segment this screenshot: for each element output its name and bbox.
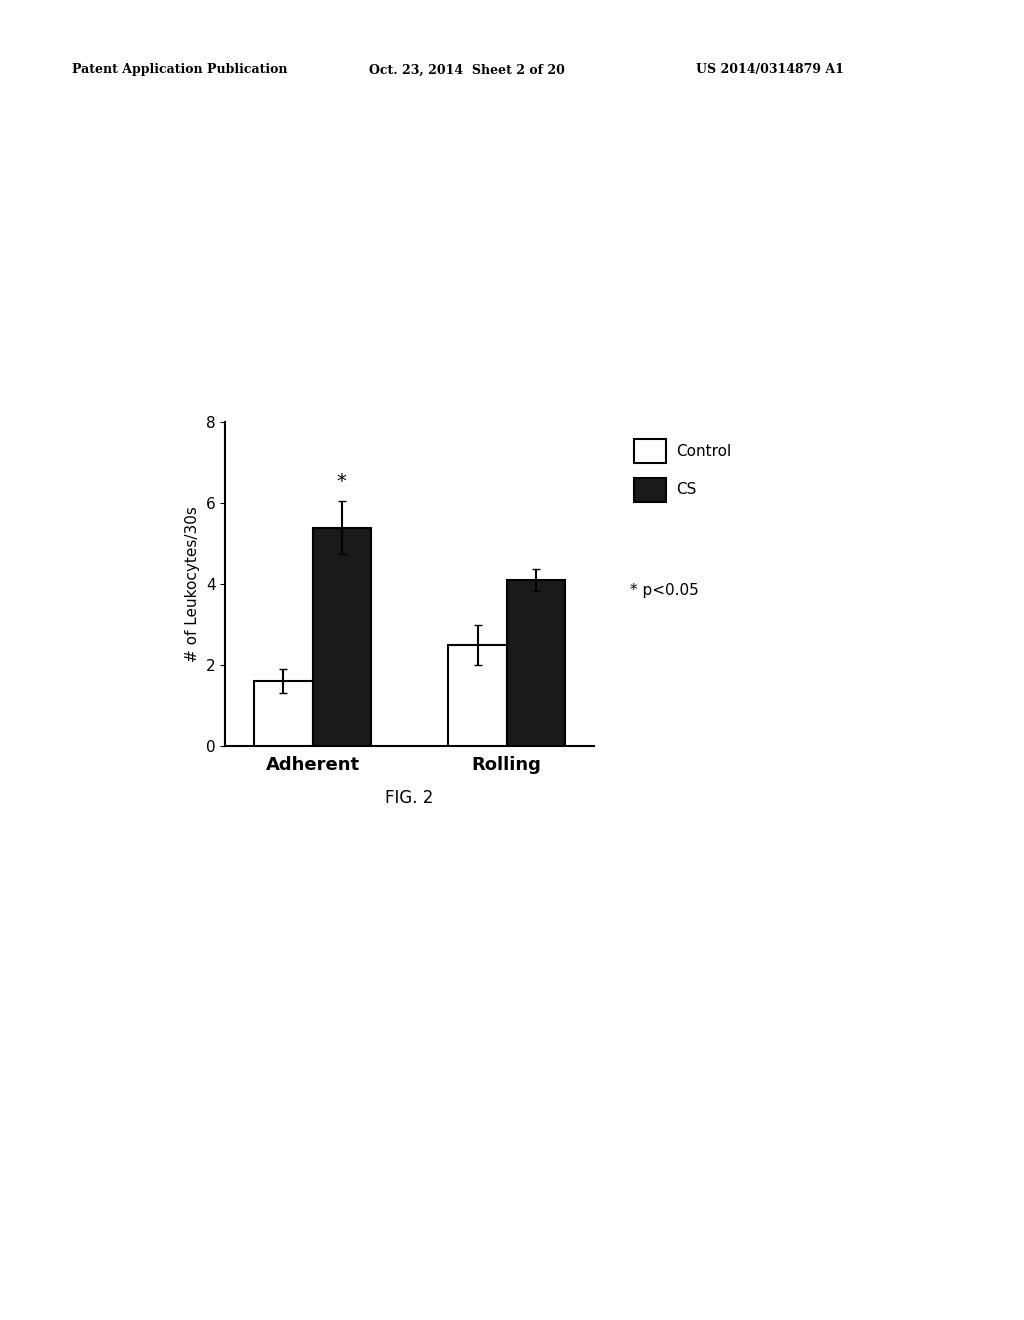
Bar [507, 579, 565, 746]
Bar [634, 478, 666, 502]
Text: Control: Control [676, 444, 731, 459]
Bar [312, 528, 371, 746]
Text: Oct. 23, 2014  Sheet 2 of 20: Oct. 23, 2014 Sheet 2 of 20 [369, 63, 564, 77]
Text: *: * [337, 473, 347, 491]
Bar [449, 644, 507, 746]
Text: Patent Application Publication: Patent Application Publication [72, 63, 287, 77]
Text: CS: CS [676, 482, 696, 496]
Text: * p<0.05: * p<0.05 [630, 582, 698, 598]
Text: FIG. 2: FIG. 2 [385, 789, 434, 808]
Bar [634, 440, 666, 463]
Y-axis label: # of Leukocytes/30s: # of Leukocytes/30s [185, 506, 201, 663]
Bar [254, 681, 312, 746]
Text: US 2014/0314879 A1: US 2014/0314879 A1 [696, 63, 844, 77]
